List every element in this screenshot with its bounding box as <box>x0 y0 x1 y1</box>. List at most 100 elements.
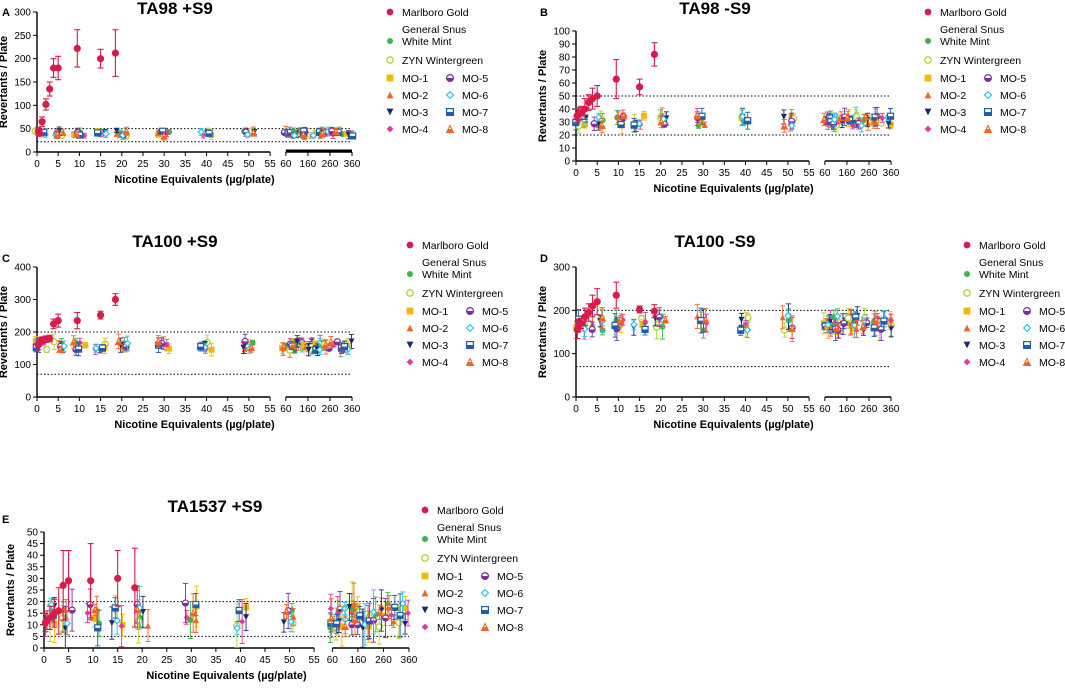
data-point-mo4 <box>388 612 395 619</box>
legend-marker-marlboro <box>386 8 394 16</box>
data-point-mo7-fill <box>611 325 618 329</box>
x-tick-label: 55 <box>804 168 816 179</box>
legend-marker-mo6 <box>983 90 993 100</box>
x-tick-label: 50 <box>782 168 794 179</box>
data-point-mo8-fill <box>300 134 307 138</box>
y-tick-label: 100 <box>14 101 31 112</box>
legend-marker-mo4 <box>386 125 394 133</box>
y-tick-label: 5 <box>32 632 38 643</box>
x-tick-label: 55 <box>309 655 321 666</box>
legend-marker-mo2 <box>406 324 414 332</box>
data-point-marlboro <box>54 317 62 325</box>
x-axis-label: Nicotine Equivalents (µg/plate) <box>653 183 814 195</box>
x-tick-label: 20 <box>116 159 128 170</box>
x-tick-label: 60 <box>819 404 831 415</box>
data-point-mo8-fill <box>319 133 326 137</box>
data-point-mo2 <box>615 114 622 121</box>
data-point-general <box>659 323 666 330</box>
legend-label: White Mint <box>422 269 472 281</box>
data-point-mo6 <box>233 624 241 632</box>
x-tick-label: 10 <box>74 159 86 170</box>
data-point-mo4 <box>879 114 886 121</box>
panel-label: D <box>540 253 548 265</box>
data-point-mo6 <box>123 339 132 348</box>
y-tick-label: 300 <box>14 295 31 306</box>
data-point-mo7-fill <box>698 116 705 120</box>
legend-marker-mo2 <box>963 324 971 332</box>
x-tick-label: 40 <box>201 404 213 415</box>
legend-label: MO-7 <box>462 107 488 119</box>
legend-label: General Snus <box>437 522 501 534</box>
legend-label: MO-8 <box>462 124 488 136</box>
legend-marker-mo8-fill <box>481 627 489 631</box>
data-point-mo8-fill <box>376 612 383 616</box>
legend-label: MO-3 <box>940 107 966 119</box>
data-point-zyn <box>43 345 51 354</box>
data-point-mo8-fill <box>290 345 297 349</box>
data-point-zyn <box>395 618 403 627</box>
data-point-mo5-fill <box>589 329 596 333</box>
legend-marker-mo1 <box>924 74 932 82</box>
data-point-mo7-fill <box>341 346 348 350</box>
data-point-mo6 <box>92 344 100 353</box>
data-point-mo7-fill <box>397 615 404 619</box>
x-tick-label: 55 <box>265 159 277 170</box>
y-tick-label: 45 <box>27 539 39 550</box>
data-point-mo6 <box>369 608 378 616</box>
legend-marker-mo4 <box>421 623 429 631</box>
legend-marker-general <box>407 271 413 277</box>
data-point-mo8-fill <box>190 613 197 617</box>
legend-marker-mo4 <box>406 358 414 366</box>
legend-marker-mo1 <box>963 307 971 315</box>
x-axis-label: Nicotine Equivalents (µg/plate) <box>146 670 307 682</box>
x-tick-label: 25 <box>137 404 149 415</box>
x-tick-label: 5 <box>594 168 600 179</box>
x-tick-label: 45 <box>222 404 234 415</box>
y-tick-label: 10 <box>27 620 39 631</box>
legend-label: White Mint <box>979 269 1029 281</box>
data-point-mo8-fill <box>92 609 99 613</box>
x-tick-label: 10 <box>613 404 625 415</box>
legend-label: MO-7 <box>497 605 523 617</box>
data-point-mo3 <box>243 614 250 621</box>
y-tick-label: 90 <box>559 40 571 51</box>
data-point-mo1 <box>641 112 648 119</box>
x-tick-label: 30 <box>159 159 171 170</box>
data-point-mo3 <box>294 338 301 345</box>
data-point-mo8-fill <box>70 341 77 345</box>
legend-marker-mo3 <box>421 606 429 614</box>
data-point-mo2 <box>60 129 67 136</box>
data-point-mo1 <box>582 121 589 128</box>
data-point-mo8-fill <box>617 319 624 323</box>
x-tick-label: 20 <box>137 655 149 666</box>
legend-marker-mo6 <box>480 588 490 598</box>
data-point-mo8-fill <box>694 115 701 119</box>
data-point-mo5-fill <box>182 603 189 607</box>
legend-label: MO-4 <box>979 357 1005 369</box>
data-point-mo8-fill <box>702 319 709 323</box>
data-point-mo5-fill <box>354 624 361 628</box>
y-tick-label: 20 <box>27 597 39 608</box>
x-tick-label: 10 <box>88 655 100 666</box>
x-tick-label: 35 <box>180 404 192 415</box>
data-point-marlboro <box>46 85 54 93</box>
y-tick-label: 25 <box>27 586 39 597</box>
legend-label: MO-5 <box>482 306 508 318</box>
legend-marker-mo4 <box>924 125 932 133</box>
legend-label: MO-2 <box>979 323 1005 335</box>
legend-label: MO-6 <box>1000 90 1026 102</box>
data-point-mo8-fill <box>54 134 61 138</box>
data-point-mo4 <box>84 610 91 617</box>
data-point-mo4 <box>405 610 412 617</box>
data-point-mo7-fill <box>871 327 878 331</box>
data-point-mo7-fill <box>698 320 705 324</box>
x-tick-label: 10 <box>613 168 625 179</box>
data-point-marlboro <box>38 118 46 126</box>
legend-label: MO-2 <box>437 588 463 600</box>
data-point-mo6 <box>630 320 638 329</box>
x-tick-label: 50 <box>243 159 255 170</box>
data-point-mo1 <box>300 342 307 349</box>
data-point-mo8-fill <box>873 320 880 324</box>
y-tick-label: 40 <box>27 551 39 562</box>
